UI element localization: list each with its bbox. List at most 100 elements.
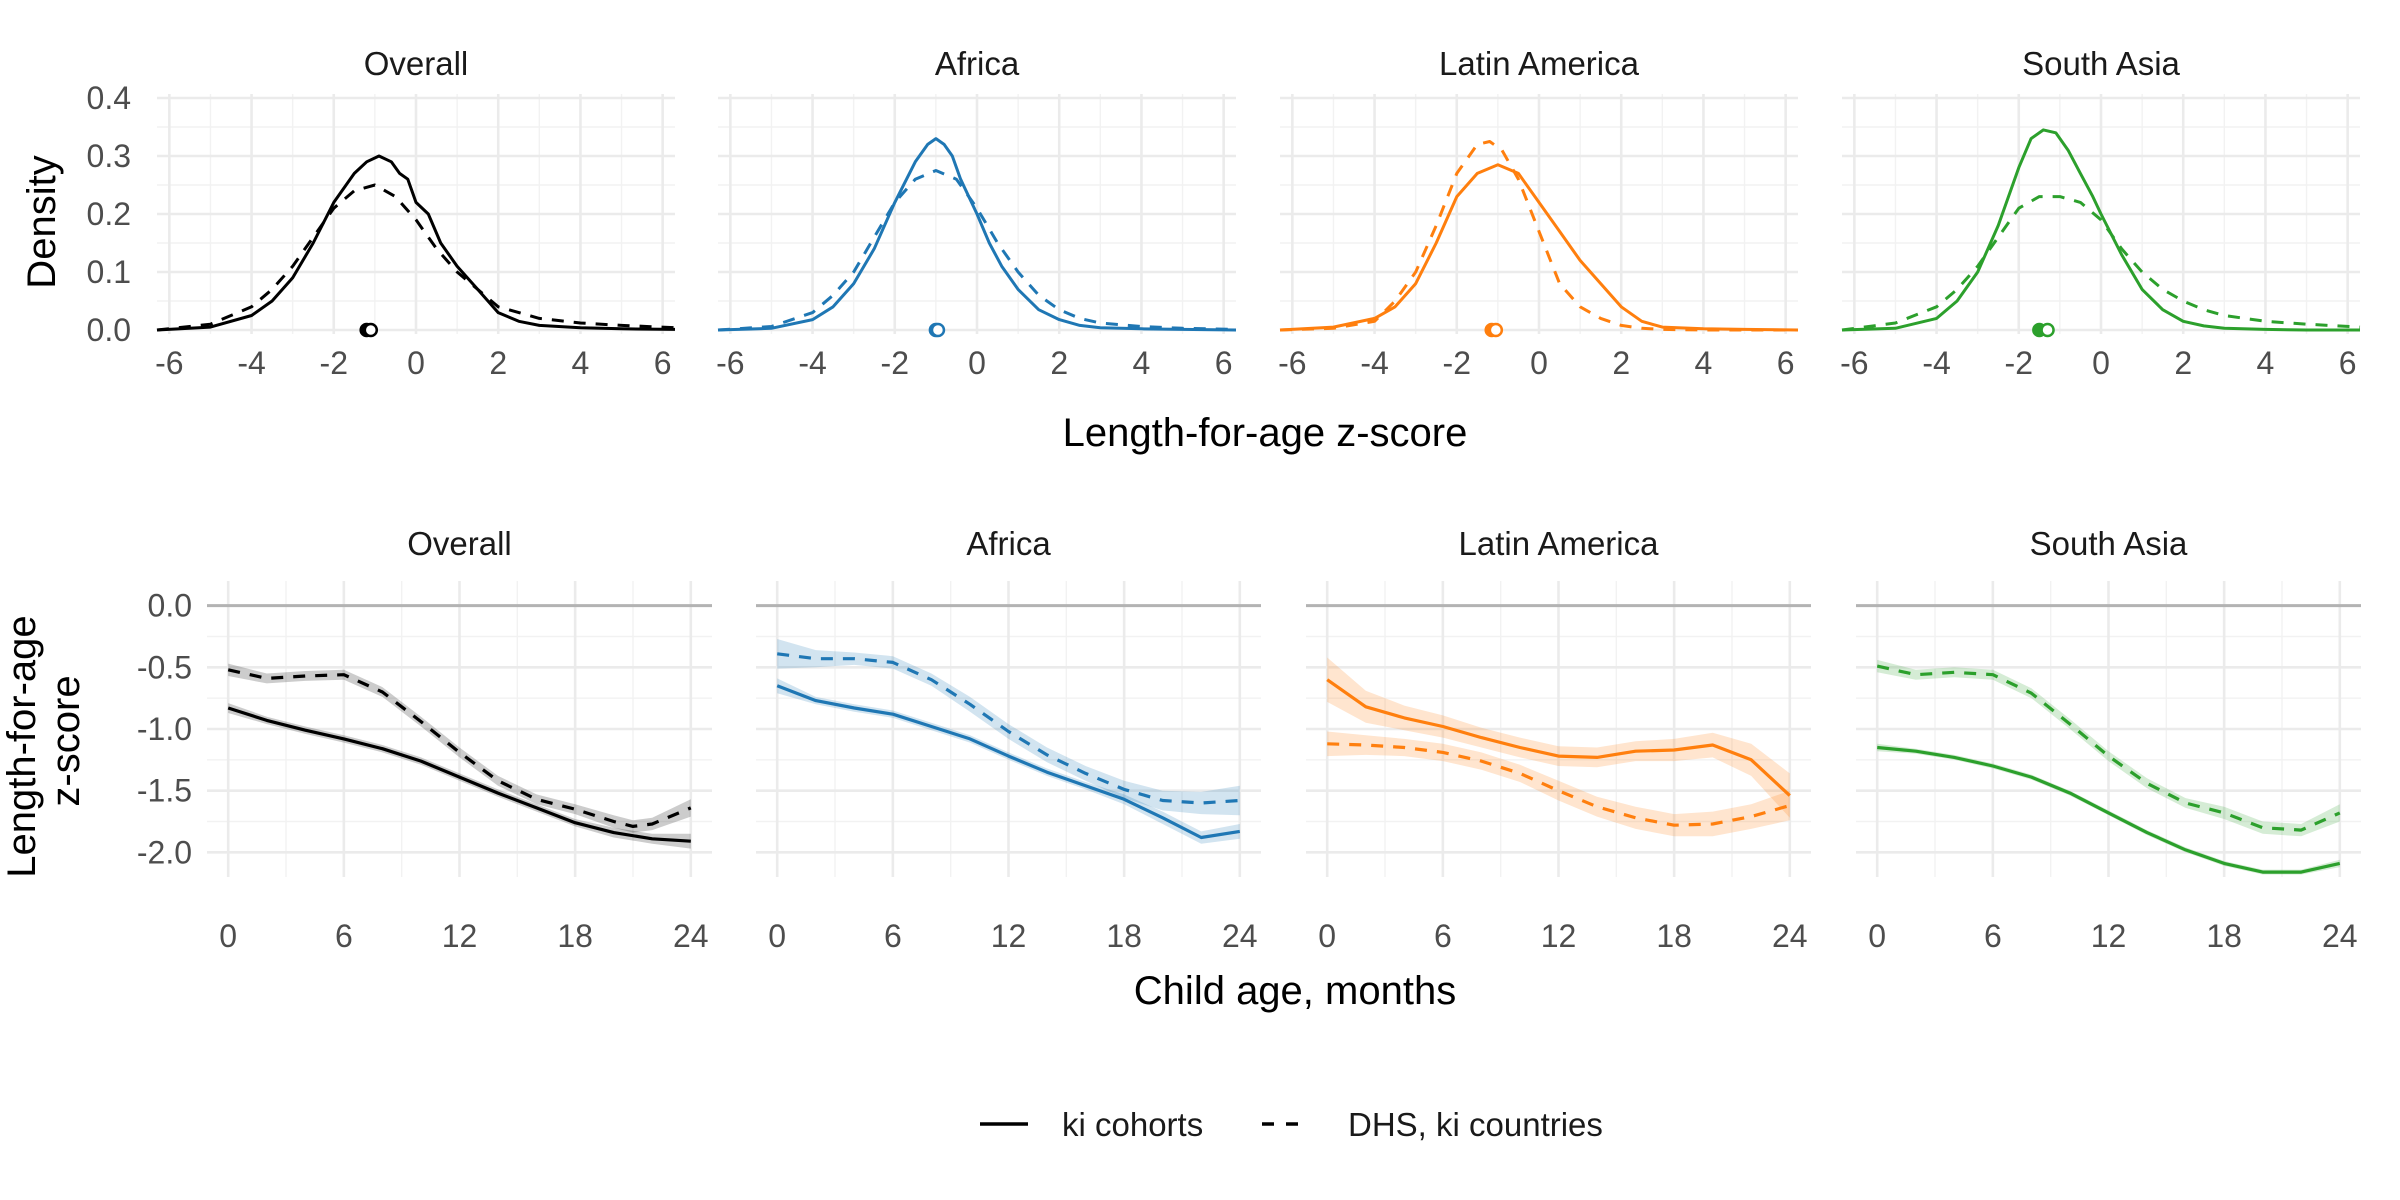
x-tick-label: 2 (1050, 345, 1068, 381)
x-tick-label: 2 (489, 345, 507, 381)
x-tick-label: -4 (1360, 345, 1388, 381)
x-tick-label: 0 (768, 918, 786, 954)
x-tick-label: 18 (1656, 918, 1692, 954)
confidence-band-dhs-ki-countries (777, 639, 1240, 816)
facet-strip-label: Africa (966, 525, 1051, 562)
x-tick-label: 6 (1984, 918, 2002, 954)
density-panel-overall: Overall -6 -4 -2 0 2 4 6 0.0 0.1 0.2 0.3 0.4 (87, 45, 676, 381)
x-tick-label: -2 (320, 345, 348, 381)
top-x-axis-title: Length-for-age z-score (1063, 411, 1468, 455)
y-tick-label: 0.3 (87, 138, 131, 174)
x-tick-label: 24 (1222, 918, 1258, 954)
x-tick-label: 18 (557, 918, 593, 954)
legend-label-dhs-ki-countries: DHS, ki countries (1348, 1106, 1603, 1143)
facet-strip-label: Africa (935, 45, 1020, 82)
y-tick-label: 0.0 (148, 588, 192, 624)
legend-label-ki-cohorts: ki cohorts (1062, 1106, 1203, 1143)
facet-strip-label: Overall (364, 45, 469, 82)
x-tick-label: 6 (2339, 345, 2357, 381)
top-y-axis-title: Density (20, 155, 64, 288)
x-tick-label: -2 (1443, 345, 1471, 381)
x-tick-label: -4 (1922, 345, 1950, 381)
facet-strip-label: South Asia (2030, 525, 2188, 562)
x-tick-label: 18 (2206, 918, 2242, 954)
trajectory-panel-row: Overall 0 6 12 18 24 0.0 -0.5 -1.0 -1.5 -2.0 Africa… (137, 525, 2361, 954)
y-tick-label: 0.1 (87, 254, 131, 290)
x-tick-label: 6 (1777, 345, 1795, 381)
confidence-band-dhs-ki-countries (228, 663, 691, 833)
mean-marker-dhs-ki-countries (1488, 322, 1504, 338)
trajectory-line-dhs-ki-countries (227, 668, 692, 828)
density-line-dhs-ki-countries (156, 183, 676, 332)
y-tick-label: -0.5 (137, 649, 192, 685)
density-line-ki-cohorts (1279, 163, 1799, 332)
trajectory-panel-south-asia: South Asia 0 6 12 18 24 (1856, 525, 2361, 954)
mean-marker-dhs-ki-countries (363, 322, 379, 338)
x-tick-label: 4 (2257, 345, 2275, 381)
trajectory-line-dhs-ki-countries (776, 652, 1240, 805)
x-tick-label: 4 (1133, 345, 1151, 381)
x-tick-label: 0 (2092, 345, 2110, 381)
x-tick-label: 0 (968, 345, 986, 381)
x-tick-label: 2 (2174, 345, 2192, 381)
y-tick-label: 0.4 (87, 80, 131, 116)
x-tick-label: 12 (2091, 918, 2127, 954)
bottom-y-axis-title-line-1: Length-for-age (0, 615, 44, 877)
bottom-x-axis-title: Child age, months (1134, 969, 1456, 1013)
trajectory-line-dhs-ki-countries (1327, 742, 1791, 827)
y-tick-label: -1.5 (137, 773, 192, 809)
x-tick-label: -4 (237, 345, 265, 381)
facet-strip-label: South Asia (2022, 45, 2180, 82)
confidence-band-dhs-ki-countries (1877, 659, 2340, 837)
x-tick-label: 4 (1695, 345, 1713, 381)
x-tick-label: -4 (798, 345, 826, 381)
trajectory-panel-latin-america: Latin America 0 6 12 18 24 (1306, 525, 1811, 954)
facet-strip-label: Latin America (1459, 525, 1660, 562)
bottom-y-axis-title: Length-for-age z-score (0, 604, 88, 878)
density-panel-africa: Africa -6 -4 -2 0 2 4 6 (716, 45, 1237, 381)
facet-strip-label: Overall (407, 525, 512, 562)
density-line-ki-cohorts (156, 154, 676, 332)
x-tick-label: 24 (673, 918, 709, 954)
x-tick-label: 0 (1868, 918, 1886, 954)
x-tick-label: 0 (1530, 345, 1548, 381)
confidence-band-ki-cohorts (777, 678, 1240, 844)
y-tick-label: 0.0 (87, 312, 131, 348)
x-tick-label: 6 (1215, 345, 1233, 381)
x-tick-label: -6 (716, 345, 744, 381)
density-panel-row: Overall -6 -4 -2 0 2 4 6 0.0 0.1 0.2 0.3 0.4 Africa -6… (87, 45, 2361, 381)
mean-marker-dhs-ki-countries (930, 322, 946, 338)
y-tick-label: -2.0 (137, 834, 192, 870)
x-tick-label: 0 (1318, 918, 1336, 954)
y-tick-label: 0.2 (87, 196, 131, 232)
x-tick-label: 6 (335, 918, 353, 954)
x-tick-label: 12 (442, 918, 478, 954)
x-tick-label: -6 (1278, 345, 1306, 381)
x-tick-label: -6 (1840, 345, 1868, 381)
trajectory-line-ki-cohorts (1326, 678, 1791, 797)
x-tick-label: 0 (407, 345, 425, 381)
x-tick-label: 12 (1541, 918, 1577, 954)
confidence-band-dhs-ki-countries (1327, 731, 1790, 837)
density-line-ki-cohorts (717, 137, 1237, 332)
density-panel-latin-america: Latin America -6 -4 -2 0 2 4 6 (1278, 45, 1799, 381)
density-line-dhs-ki-countries (1279, 140, 1798, 332)
x-tick-label: -6 (155, 345, 183, 381)
trajectory-line-ki-cohorts (776, 684, 1241, 840)
density-line-ki-cohorts (1841, 128, 2360, 332)
x-tick-label: 4 (572, 345, 590, 381)
x-tick-label: -2 (881, 345, 909, 381)
y-tick-label: -1.0 (137, 711, 192, 747)
trajectory-panel-africa: Africa 0 6 12 18 24 (756, 525, 1261, 954)
x-tick-label: -2 (2005, 345, 2033, 381)
x-tick-label: 24 (1772, 918, 1808, 954)
x-tick-label: 6 (1434, 918, 1452, 954)
trajectory-line-ki-cohorts (1877, 745, 2341, 874)
density-panel-south-asia: South Asia -6 -4 -2 0 2 4 6 (1840, 45, 2361, 381)
trajectory-line-ki-cohorts (227, 706, 691, 843)
mean-marker-dhs-ki-countries (2040, 322, 2055, 338)
facet-strip-label: Latin America (1439, 45, 1640, 82)
x-tick-label: 6 (654, 345, 672, 381)
x-tick-label: 18 (1106, 918, 1142, 954)
